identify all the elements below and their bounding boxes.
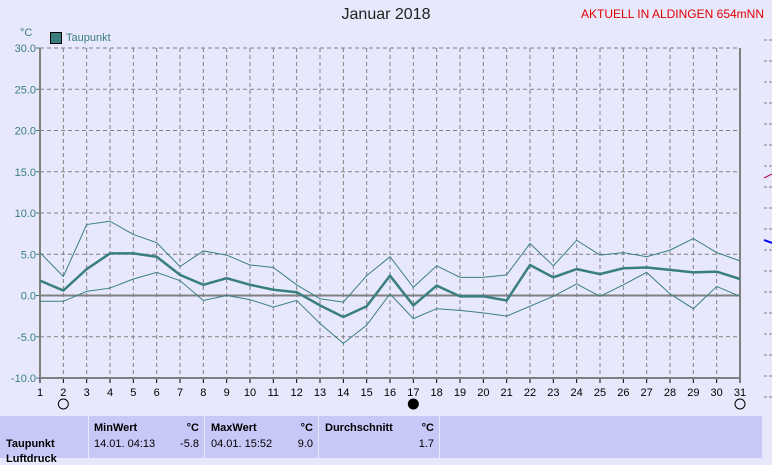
adjacent-chart-line [763,173,772,179]
legend-swatch [50,32,62,44]
max-unit: °C [300,422,313,434]
station-label: AKTUELL IN ALDINGEN 654mNN [581,7,764,21]
avg-unit: °C [421,422,434,434]
x-tick-label: 2 [60,387,66,399]
x-tick-label: 9 [224,387,230,399]
x-tick-label: 8 [200,387,206,399]
x-tick-label: 26 [617,387,629,399]
series-max-line [39,220,741,303]
full-moon-icon [734,398,746,410]
series-min-line [40,271,741,344]
chart-plot: 30.025.020.015.010.05.00.0-5.0-10.01 2 3 4 5… [11,39,772,410]
x-tick-label: 16 [384,387,396,399]
x-tick-label: 15 [361,387,373,399]
new-moon-icon [407,398,419,410]
x-tick-label: 13 [314,387,326,399]
x-tick-label: 11 [268,387,279,399]
row-label-2: Luftdruck [6,453,57,465]
row-label: Taupunkt [6,438,55,450]
y-tick-label: 20.0 [15,126,36,138]
x-tick-label: 3 [84,387,90,399]
x-tick-label: 18 [431,387,443,399]
x-tick-label: 28 [664,387,676,399]
x-tick-label: 31 [734,387,746,399]
x-tick-label: 19 [454,387,466,399]
avg-cell: Durchschnitt °C 1.7 [319,416,439,458]
x-tick-label: 1 [37,387,43,399]
adjacent-chart-line [763,239,772,244]
legend-label: Taupunkt [66,32,111,44]
full-moon-icon [57,398,69,410]
max-value: 9.0 [297,438,313,450]
min-cell: MinWert °C 14.01. 04:13 -5.8 [89,416,204,458]
x-tick-label: 22 [524,387,536,399]
empty-cell [440,416,762,458]
avg-header: Durchschnitt [325,422,393,434]
stats-row-label-cell: Taupunkt Luftdruck [0,416,88,465]
x-tick-label: 12 [291,387,303,399]
min-time: 14.01. 04:13 [94,438,156,450]
x-tick-label: 21 [501,387,513,399]
y-tick-label: 15.0 [15,167,36,179]
max-time: 04.01. 15:52 [211,438,273,450]
legend: Taupunkt [50,32,111,44]
avg-value: 1.7 [418,438,434,450]
y-tick-label: 0.0 [21,291,36,303]
stats-table: Taupunkt Luftdruck MinWert °C 14.01. 04:… [0,415,772,465]
x-tick-label: 7 [177,387,183,399]
x-tick-label: 27 [641,387,653,399]
x-tick-label: 17 [407,387,419,399]
chart-title: Januar 2018 [341,6,431,23]
y-tick-label: 5.0 [21,249,36,261]
x-tick-label: 6 [154,387,160,399]
x-tick-label: 25 [594,387,606,399]
series-mean-line [39,252,741,319]
y-tick-label: -5.0 [17,332,36,344]
x-tick-label: 14 [337,387,349,399]
y-tick-label: 30.0 [15,43,36,55]
x-tick-label: 30 [711,387,723,399]
y-tick-label: -10.0 [11,373,36,385]
y-tick-label: 10.0 [15,208,36,220]
max-header: MaxWert [211,422,257,434]
x-tick-label: 5 [130,387,136,399]
x-tick-label: 20 [477,387,489,399]
min-unit: °C [186,422,199,434]
y-tick-label: 25.0 [15,84,36,96]
x-tick-label: 24 [571,387,583,399]
x-tick-label: 10 [244,387,256,399]
max-cell: MaxWert °C 04.01. 15:52 9.0 [205,416,318,458]
min-header: MinWert [94,422,138,434]
x-tick-label: 29 [687,387,699,399]
x-tick-label: 4 [107,387,113,399]
x-tick-label: 23 [547,387,559,399]
y-axis-unit: °C [20,27,33,39]
min-value: -5.8 [180,438,199,450]
